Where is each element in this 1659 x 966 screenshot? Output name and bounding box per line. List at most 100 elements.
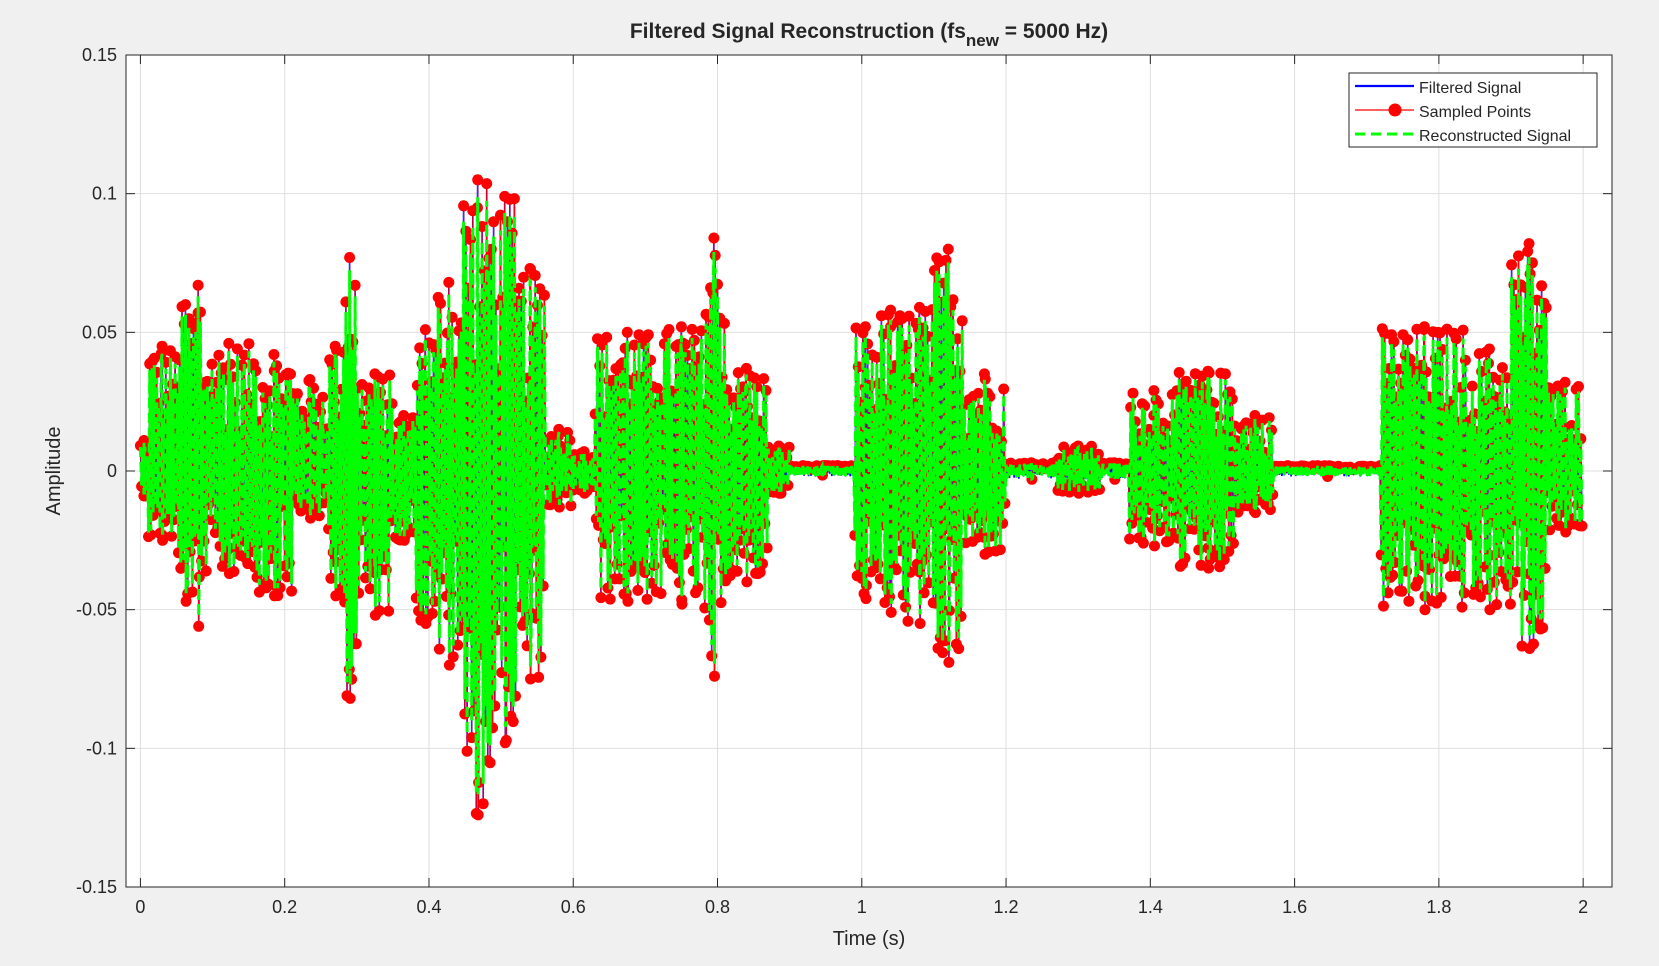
sampled-point [1219,368,1231,380]
legend-label-filtered: Filtered Signal [1419,80,1521,97]
sampled-point [180,299,191,311]
sampled-point [435,297,446,309]
plot-area [134,174,1588,821]
sampled-point [692,582,704,594]
sampled-point [1576,520,1588,532]
sampled-point [902,615,914,627]
sampled-point [461,745,473,757]
sampled-point [349,279,361,291]
sampled-point [718,317,730,329]
y-tick-label: -0.05 [76,600,117,620]
sampled-point [1148,385,1160,397]
sampled-point [529,270,541,281]
sampled-point [268,349,280,360]
sampled-point [859,321,871,333]
sampled-point [193,620,205,632]
sampled-point [621,326,633,338]
sampled-point [383,605,395,617]
sampled-point [344,692,356,704]
sampled-point [1139,400,1151,412]
sampled-point [595,592,607,604]
sampled-point [940,254,952,266]
chart-title-main: Filtered Signal Reconstruction (fs [630,20,966,43]
sampled-point [601,331,613,343]
sampled-point [758,373,770,385]
sampled-point [1419,604,1431,616]
x-tick-label: 0.6 [561,897,586,917]
sampled-point [937,647,949,659]
sampled-point [1402,334,1414,346]
sampled-point [250,365,262,377]
sampled-point [731,565,743,577]
sampled-point [507,716,519,728]
sampled-point [285,368,296,380]
sampled-point [205,514,217,526]
sampled-point [373,605,385,617]
sampled-point [238,349,250,361]
x-tick-label: 1.2 [994,897,1019,917]
sampled-point [447,651,459,663]
sampled-point [860,593,872,605]
sampled-point [350,638,362,650]
sampled-point [1396,585,1408,597]
sampled-point [325,572,337,584]
y-tick-label: -0.1 [86,738,117,758]
x-tick-label: 1 [857,897,867,917]
legend: Filtered Signal Sampled Points Reconstru… [1348,72,1598,148]
sampled-point [535,651,547,663]
sampled-point [663,324,675,335]
sampled-point [1523,238,1535,250]
sampled-point [484,757,496,769]
sampled-point [481,178,493,190]
sampled-point [414,342,426,354]
sampled-point [433,643,445,655]
sampled-point [1456,601,1468,613]
sampled-point [998,383,1010,395]
sampled-point [1412,575,1424,586]
sampled-point [1450,333,1462,345]
sampled-point [943,656,955,668]
sampled-point [1483,343,1495,355]
chart-title-suffix: = 5000 Hz) [999,20,1108,43]
sampled-point [1173,367,1185,378]
sampled-point [477,798,489,810]
sampled-point [688,334,700,346]
sampled-point [304,374,316,385]
sampled-point [186,586,198,598]
sampled-point [364,583,376,595]
sampled-point [313,510,325,522]
sampled-point [508,193,520,205]
sampled-point [317,391,329,403]
sampled-point [602,582,614,594]
sampled-point [384,369,396,381]
sampled-point [398,410,410,421]
y-tick-label: -0.15 [76,877,117,897]
sampled-point [741,576,753,588]
sampled-point [622,595,634,607]
sampled-point [655,588,667,599]
sampled-point [156,340,168,352]
sampled-point [533,671,545,683]
sampled-point [194,306,206,318]
x-axis-label: Time (s) [833,928,906,950]
x-tick-label: 0.2 [272,897,297,917]
sampled-point [1137,537,1149,549]
sampled-point [675,321,687,333]
legend-label-reconstructed: Reconstructed Signal [1419,128,1571,145]
sampled-point [708,232,720,244]
x-tick-label: 1.4 [1138,897,1163,917]
sampled-point [1573,381,1584,392]
sampled-point [1504,598,1516,610]
sampled-point [281,571,293,583]
y-tick-label: 0.1 [92,184,117,204]
sampled-point [652,382,663,394]
y-tick-label: 0.05 [82,322,117,342]
sampled-point [157,534,169,546]
sampled-point [500,734,512,746]
sampled-point [604,593,616,605]
sampled-point [1506,259,1518,271]
sampled-point [956,315,968,327]
sampled-point [942,243,954,255]
sampled-point [1466,380,1478,392]
